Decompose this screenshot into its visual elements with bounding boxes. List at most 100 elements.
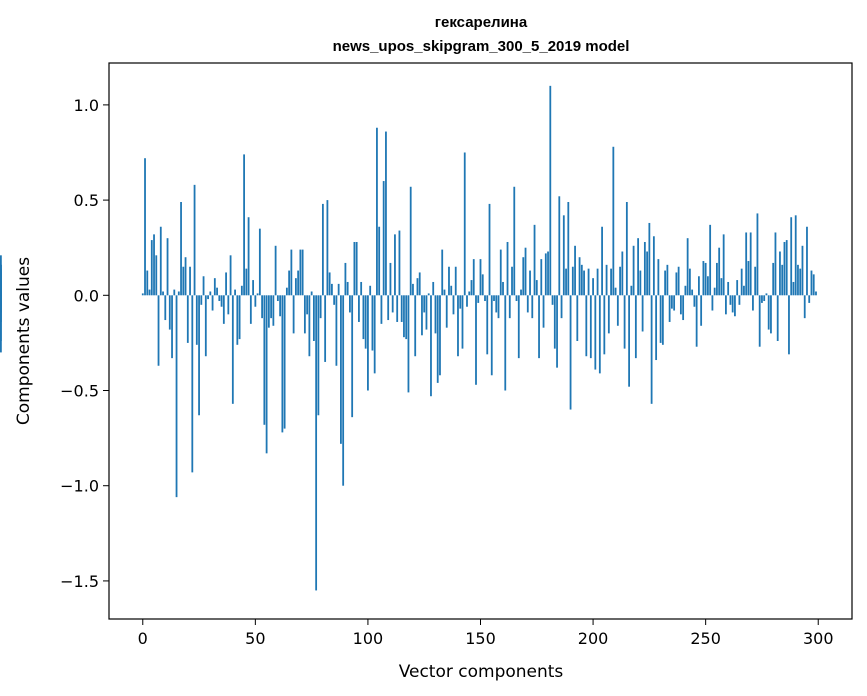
bar: [247, 217, 250, 296]
bar: [193, 184, 196, 296]
y-tick-label: −1.5: [60, 572, 99, 591]
bar: [430, 295, 432, 397]
bar: [256, 293, 259, 296]
bar: [540, 259, 543, 296]
bar: [335, 295, 338, 366]
bar: [346, 281, 349, 296]
y-tick-label: 0.5: [74, 191, 99, 210]
bar: [481, 274, 484, 296]
bar: [810, 270, 813, 296]
bar: [634, 295, 637, 359]
bar: [770, 295, 772, 334]
bar: [227, 295, 230, 315]
bar: [781, 264, 784, 296]
bar: [747, 261, 750, 296]
bar: [801, 245, 804, 296]
bar: [387, 295, 390, 321]
bar: [655, 295, 658, 361]
bar: [504, 295, 507, 391]
bar: [448, 266, 450, 296]
bar: [270, 295, 273, 319]
chart-subtitle: news_upos_skipgram_300_5_2019 model: [333, 38, 630, 55]
bar: [409, 186, 412, 296]
bar: [310, 291, 313, 296]
bar: [695, 295, 698, 347]
bar: [391, 295, 394, 313]
bar: [698, 276, 700, 296]
bar: [344, 262, 347, 296]
bar: [484, 295, 486, 302]
bar: [666, 264, 669, 296]
bar: [171, 295, 173, 359]
bar: [716, 262, 718, 296]
bar: [616, 295, 619, 326]
bar: [533, 224, 536, 296]
bar: [272, 295, 275, 326]
bar: [204, 295, 207, 357]
bar: [234, 289, 236, 296]
bar: [351, 295, 354, 418]
x-tick-label: 300: [803, 629, 834, 648]
bar: [718, 247, 721, 296]
bar: [734, 295, 736, 317]
bar: [783, 241, 786, 296]
bar: [673, 295, 676, 311]
bar: [794, 215, 797, 296]
bar: [0, 295, 2, 322]
bar: [668, 295, 671, 322]
bar: [758, 295, 761, 347]
bar: [752, 295, 754, 311]
bar: [490, 295, 493, 376]
x-tick-label: 200: [578, 629, 609, 648]
bar: [729, 295, 732, 305]
bar: [265, 295, 268, 454]
bar: [407, 295, 410, 393]
bar: [245, 268, 248, 296]
bar: [414, 295, 417, 357]
bar: [675, 272, 678, 296]
bar: [603, 295, 606, 355]
bar: [222, 295, 225, 324]
bar: [562, 215, 565, 296]
bar: [349, 295, 351, 313]
bar: [333, 295, 336, 305]
bar: [736, 280, 739, 296]
bar: [520, 289, 522, 296]
bar: [558, 196, 561, 296]
bar: [738, 295, 741, 305]
bar: [198, 295, 200, 416]
y-axis-ticks: −1.5 −1.0 −0.5 0.0 0.5 1.0: [60, 96, 109, 591]
bar: [803, 295, 806, 319]
bar: [468, 291, 471, 296]
bar: [756, 213, 759, 296]
bar: [162, 291, 164, 296]
bar: [684, 285, 687, 296]
bar: [454, 266, 457, 296]
bar: [238, 295, 241, 340]
bar: [799, 268, 802, 296]
bar: [421, 295, 423, 336]
bar: [790, 217, 793, 296]
bar: [650, 295, 653, 404]
bar: [360, 281, 363, 296]
bar: [0, 264, 2, 296]
bar: [355, 241, 358, 296]
bar: [267, 295, 270, 328]
y-tick-label: 0.0: [74, 286, 99, 305]
bar: [761, 295, 763, 303]
bar: [576, 295, 579, 341]
bar: [475, 295, 477, 385]
x-tick-label: 250: [690, 629, 721, 648]
bar: [425, 295, 428, 330]
bar: [157, 295, 160, 366]
bar: [700, 295, 703, 326]
bar: [319, 295, 322, 319]
bar: [146, 270, 149, 296]
bar: [589, 295, 592, 359]
bar: [551, 295, 554, 305]
bar: [511, 266, 513, 296]
bar: [792, 281, 795, 296]
bar: [808, 295, 811, 303]
bar: [610, 268, 612, 296]
